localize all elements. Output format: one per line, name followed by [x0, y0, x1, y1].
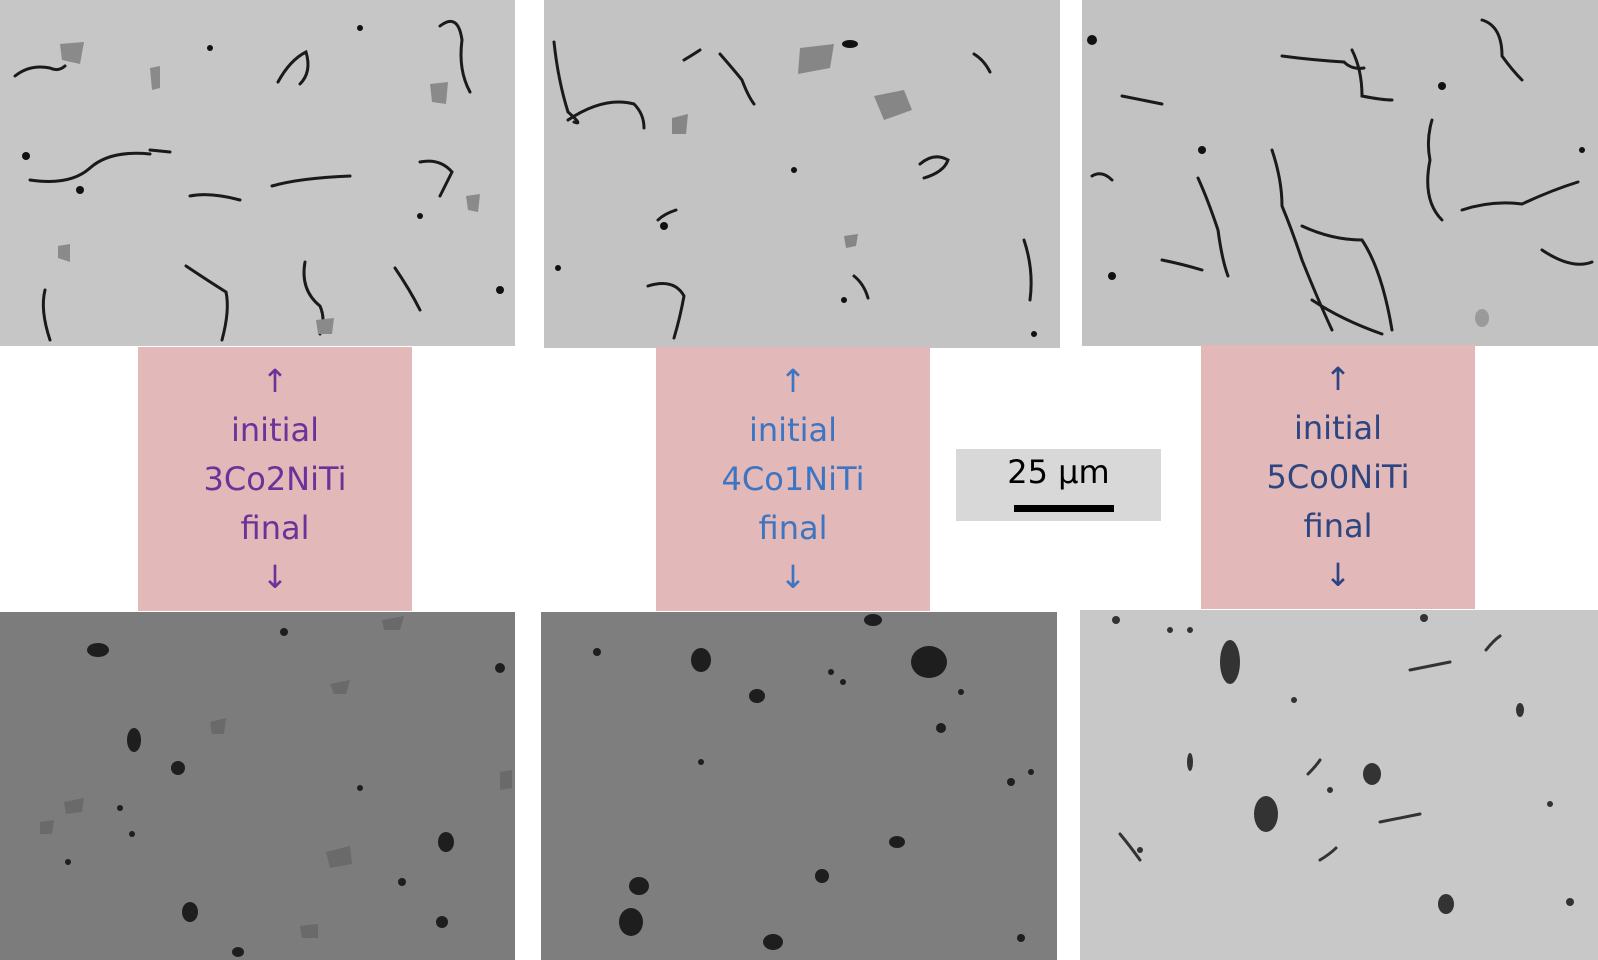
down-arrow-icon: ↓: [1324, 555, 1352, 594]
micrograph-initial-5co0niti: [1082, 0, 1598, 346]
scale-bar-label: 25 µm: [1007, 453, 1110, 491]
up-arrow-icon: ↑: [1324, 359, 1352, 398]
alloy-label: 5Co0NiTi: [1266, 457, 1410, 496]
up-arrow-icon: ↑: [779, 361, 807, 400]
micrograph-final-3co2niti: [0, 612, 515, 960]
down-arrow-icon: ↓: [261, 557, 289, 596]
up-arrow-icon: ↑: [261, 361, 289, 400]
down-arrow-icon: ↓: [779, 557, 807, 596]
initial-label: initial: [1294, 408, 1382, 447]
label-box-4co1niti: ↑ initial 4Co1NiTi final ↓: [656, 347, 930, 611]
initial-label: initial: [749, 410, 837, 449]
scale-bar-box: 25 µm: [956, 449, 1161, 521]
scale-bar: [1014, 505, 1114, 512]
micrograph-initial-4co1niti: [544, 0, 1060, 348]
micrograph-final-5co0niti: [1080, 610, 1598, 960]
final-label: final: [758, 508, 828, 547]
initial-label: initial: [231, 410, 319, 449]
final-label: final: [1303, 506, 1373, 545]
final-label: final: [240, 508, 310, 547]
micrograph-initial-3co2niti: [0, 0, 515, 346]
micrograph-final-4co1niti: [541, 612, 1057, 960]
alloy-label: 4Co1NiTi: [721, 459, 865, 498]
label-box-3co2niti: ↑ initial 3Co2NiTi final ↓: [138, 347, 412, 611]
alloy-label: 3Co2NiTi: [203, 459, 347, 498]
label-box-5co0niti: ↑ initial 5Co0NiTi final ↓: [1201, 345, 1475, 609]
